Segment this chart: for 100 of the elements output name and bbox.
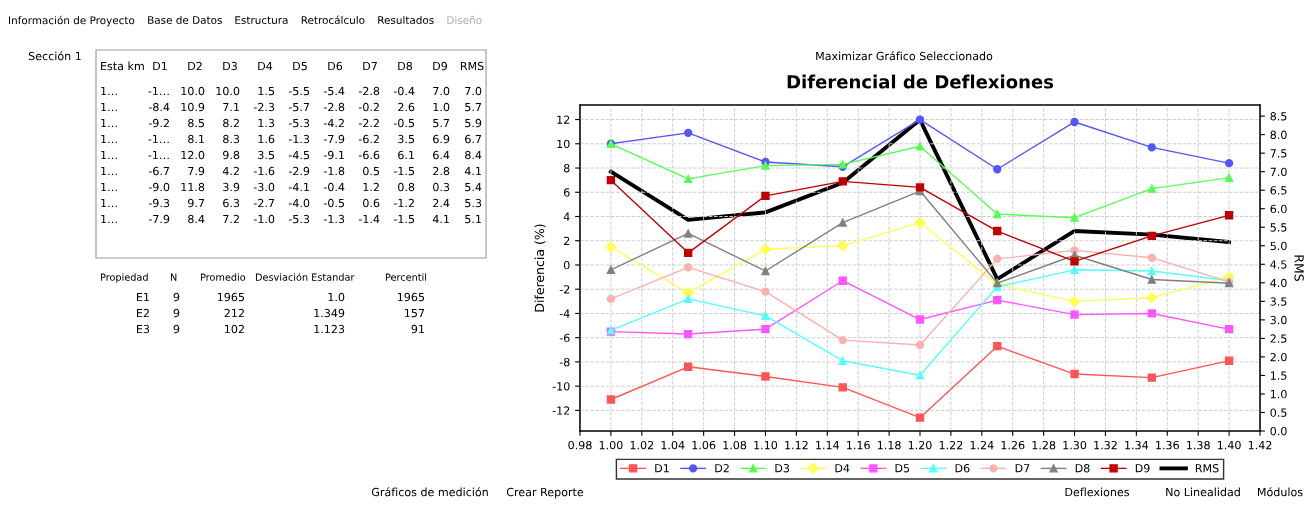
x-tick-label: 1.12 <box>785 440 808 450</box>
x-tick-label: 1.38 <box>1187 440 1210 450</box>
text: -1… <box>148 86 169 96</box>
text: -9.1 <box>323 150 344 160</box>
text: Estructura <box>235 16 288 25</box>
text: 9.8 <box>223 150 240 160</box>
x-tick-label: 1.28 <box>1032 440 1056 450</box>
text: 1… <box>101 182 117 192</box>
text: -5.7 <box>288 102 310 112</box>
text: 0.8 <box>398 182 415 192</box>
text: D7 <box>363 61 377 71</box>
text: -1.6 <box>253 166 275 176</box>
y2-tick-label: 3.0 <box>1270 315 1287 325</box>
text: -1.3 <box>323 214 345 224</box>
text: 6.7 <box>465 134 482 144</box>
y-axis-title: Diferencia (%) <box>534 224 546 312</box>
text: -0.5 <box>393 118 415 128</box>
y2-tick-label: 8.0 <box>1270 130 1287 140</box>
text: 8.2 <box>223 118 239 128</box>
text: N <box>170 273 177 281</box>
text: 1.123 <box>314 324 345 334</box>
text: Esta km <box>101 61 144 71</box>
x-tick-label: 1.36 <box>1156 440 1179 450</box>
x-tick-label: 0.98 <box>568 440 592 450</box>
y2-tick-label: 2.0 <box>1270 352 1287 362</box>
text: E2 <box>137 308 149 318</box>
y-tick-label: -2 <box>559 285 570 294</box>
text: 3.5 <box>398 134 415 144</box>
text: Maximizar Gráfico Seleccionado <box>816 51 993 61</box>
text: 3.9 <box>223 182 240 192</box>
text: 1… <box>101 86 117 96</box>
y-tick-label: -12 <box>552 406 570 415</box>
y2-tick-label: 7.5 <box>1270 149 1287 158</box>
text: 5.7 <box>433 118 450 128</box>
y-tick-label: -6 <box>559 333 570 343</box>
text: 4.1 <box>432 214 449 224</box>
text: 10.9 <box>181 102 205 112</box>
text: Desviación Estandar <box>255 272 355 281</box>
legend-label: D4 <box>835 464 850 473</box>
x-tick-label: 1.26 <box>1001 440 1025 450</box>
text: 1.349 <box>314 308 345 318</box>
y-tick-label: -10 <box>552 382 570 391</box>
text: -0.4 <box>323 182 345 192</box>
text: -8.4 <box>148 102 170 112</box>
text: -1.4 <box>358 214 380 224</box>
text: -3.0 <box>253 182 275 192</box>
y-tick-label: 8 <box>563 163 570 173</box>
text: -7.9 <box>323 134 345 144</box>
text: -6.2 <box>358 134 379 144</box>
text: -2.8 <box>323 102 345 112</box>
text: D6 <box>328 61 343 71</box>
x-tick-label: 1.34 <box>1125 440 1149 450</box>
text: 7.0 <box>433 86 450 96</box>
text: 9.7 <box>188 198 205 208</box>
y-tick-label: -4 <box>559 309 570 318</box>
text: 5.9 <box>465 118 482 128</box>
text: 102 <box>225 324 244 334</box>
x-tick-label: 1.08 <box>723 440 747 450</box>
text: 4.1 <box>464 166 481 176</box>
y2-tick-label: 1.0 <box>1270 389 1287 399</box>
y2-axis-title: RMS <box>1294 255 1304 282</box>
text: 7.0 <box>465 86 482 96</box>
y2-tick-label: 6.5 <box>1270 186 1287 195</box>
text: 7.9 <box>188 166 205 176</box>
x-tick-label: 1.00 <box>599 440 623 450</box>
y2-tick-label: 5.0 <box>1270 241 1287 251</box>
text: 8.3 <box>223 134 240 144</box>
y2-tick-label: 7.0 <box>1270 167 1287 177</box>
x-tick-label: 1.02 <box>630 440 654 450</box>
text: -9.2 <box>148 118 169 128</box>
text: Crear Reporte <box>506 487 584 499</box>
text: -9.0 <box>148 182 170 192</box>
text: -1… <box>148 134 169 144</box>
x-tick-label: 1.20 <box>908 440 932 450</box>
text: -1.5 <box>393 214 415 224</box>
text: -2.2 <box>358 118 379 128</box>
y2-tick-label: 1.5 <box>1270 371 1287 380</box>
text: D2 <box>188 61 202 71</box>
text: 3.5 <box>258 150 275 160</box>
legend-label: D3 <box>775 464 790 473</box>
text: -1.8 <box>323 166 345 176</box>
y2-tick-label: 0.0 <box>1270 426 1287 436</box>
text: 9 <box>173 292 180 302</box>
text: 10.0 <box>181 86 205 96</box>
x-tick-label: 1.18 <box>877 440 901 450</box>
text: 10.0 <box>216 86 240 96</box>
text: 8.1 <box>188 134 204 144</box>
y2-tick-label: 0.5 <box>1270 408 1287 417</box>
text: 0.3 <box>433 182 450 192</box>
x-tick-label: 1.04 <box>661 440 685 450</box>
text: 1965 <box>397 292 425 302</box>
text: -7.9 <box>148 214 170 224</box>
text: 6.3 <box>223 198 240 208</box>
text: 2.8 <box>433 166 450 176</box>
x-tick-label: 1.06 <box>692 440 716 450</box>
y-tick-label: 2 <box>564 236 570 245</box>
text: E1 <box>137 292 149 302</box>
legend-label: RMS <box>1195 464 1219 473</box>
text: RMS <box>460 61 484 71</box>
text: 1… <box>101 198 117 208</box>
